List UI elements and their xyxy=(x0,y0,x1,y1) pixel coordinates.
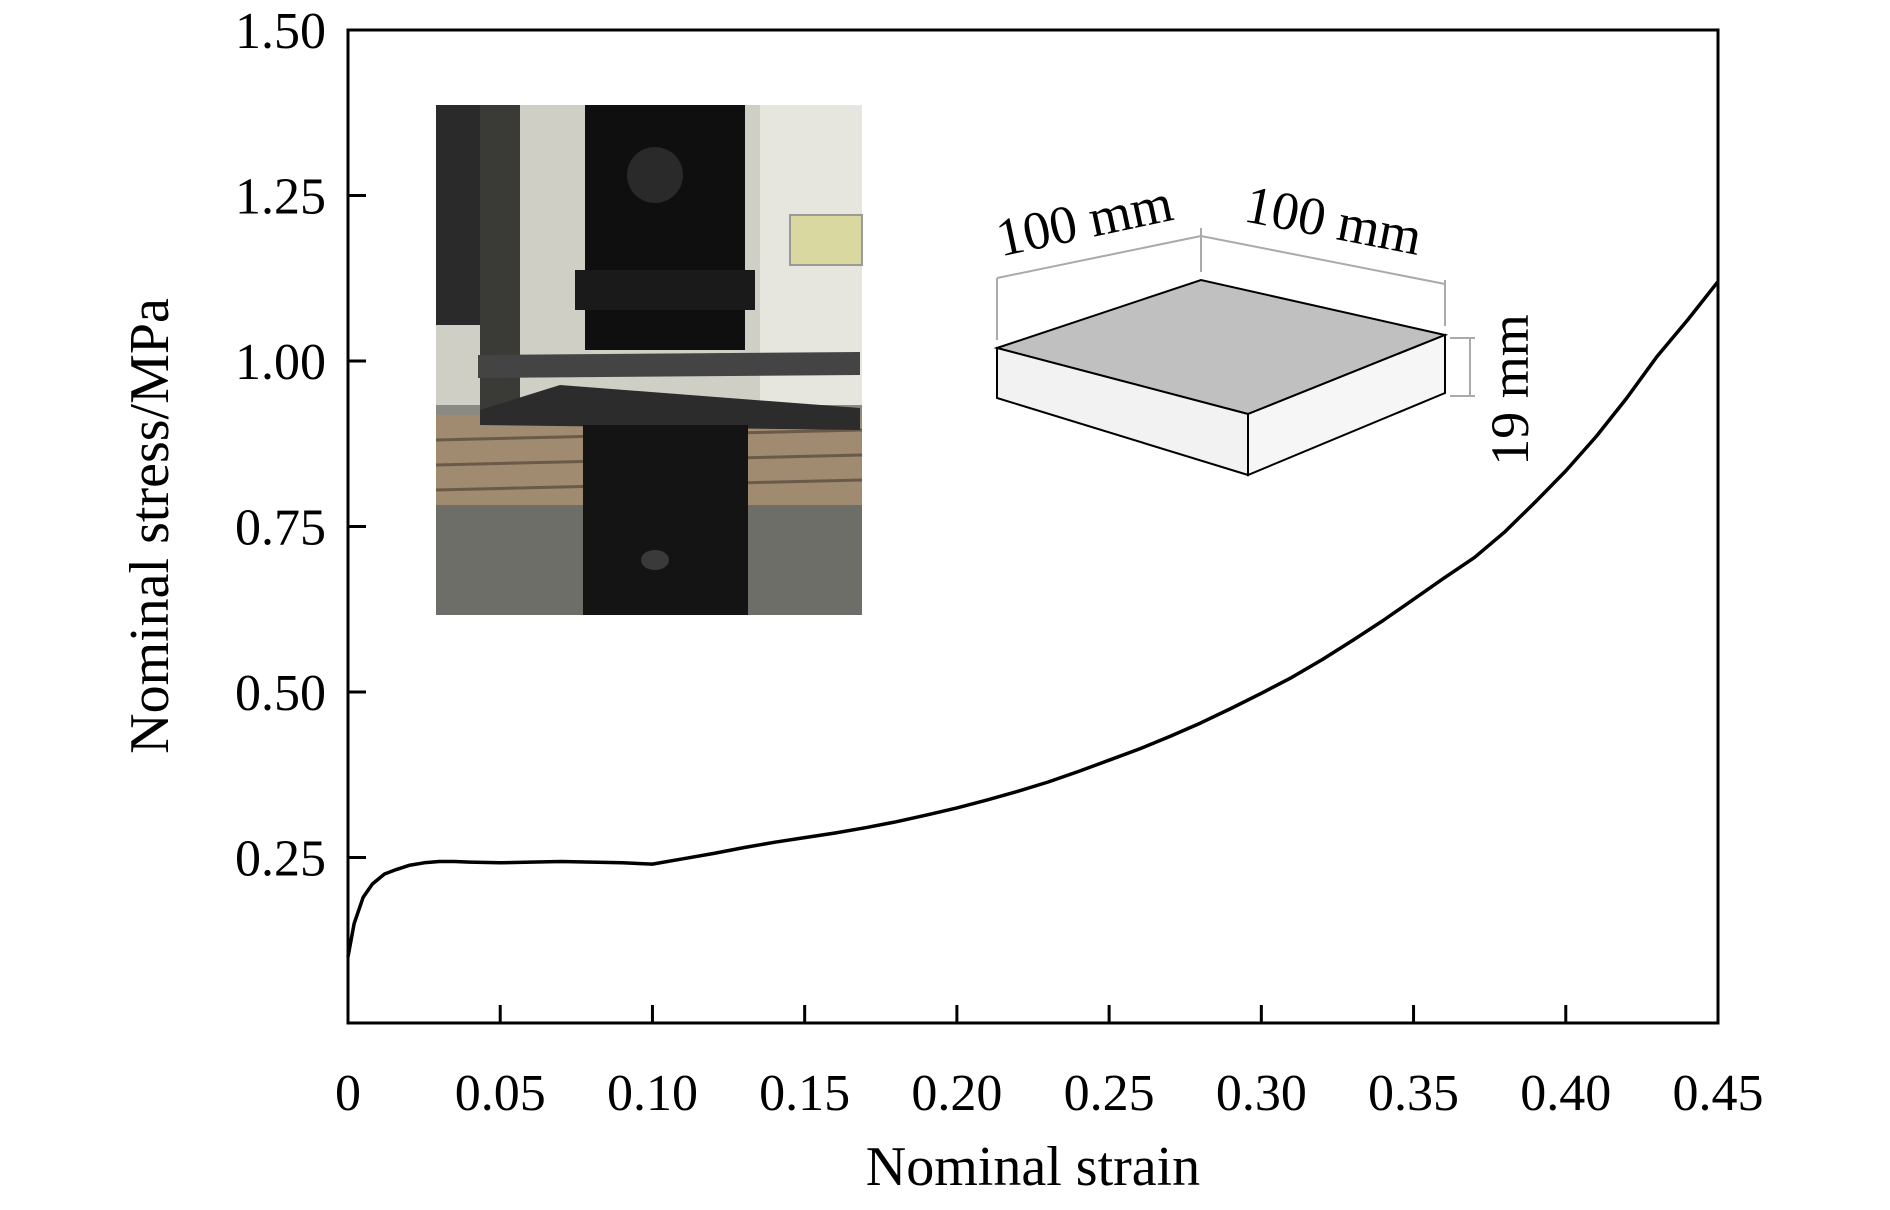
x-tick-label: 0.20 xyxy=(911,1065,1002,1122)
x-tick-label: 0.40 xyxy=(1520,1065,1611,1122)
y-tick-label: 1.25 xyxy=(235,169,326,226)
y-axis-title: Nominal stress/MPa xyxy=(119,298,181,754)
y-tick-label: 0.75 xyxy=(235,500,326,557)
y-tick-label: 0.50 xyxy=(235,665,326,722)
dimension-thickness: 19 mm xyxy=(1480,314,1540,466)
y-axis-ticks: 0.25 0.50 0.75 1.00 1.25 1.50 xyxy=(235,3,366,888)
series-layer xyxy=(346,280,1720,958)
x-tick-label: 0.05 xyxy=(455,1065,546,1122)
x-tick-label: 0 xyxy=(335,1065,361,1122)
y-tick-label: 1.50 xyxy=(235,3,326,60)
x-tick-label: 0.25 xyxy=(1064,1065,1155,1122)
x-tick-label: 0.30 xyxy=(1216,1065,1307,1122)
dimension-length: 100 mm xyxy=(991,172,1178,268)
specimen-block-icon: 100 mm 100 mm 19 mm xyxy=(991,172,1540,477)
x-tick-label: 0.10 xyxy=(607,1065,698,1122)
block-right-face xyxy=(1247,333,1446,477)
x-tick-label: 0.35 xyxy=(1368,1065,1459,1122)
x-tick-label: 0.45 xyxy=(1673,1065,1764,1122)
dimension-width: 100 mm xyxy=(1240,174,1427,267)
x-axis-ticks: 0 0.05 0.10 0.15 0.20 0.25 0.30 0.35 0.40 0.45 xyxy=(335,1005,1764,1122)
compression-test-photo-icon xyxy=(435,105,863,615)
x-axis-title: Nominal strain xyxy=(866,1136,1200,1198)
x-tick-label: 0.15 xyxy=(759,1065,850,1122)
stress-strain-line xyxy=(346,280,1720,958)
y-tick-label: 0.25 xyxy=(235,831,326,888)
y-tick-label: 1.00 xyxy=(235,334,326,391)
